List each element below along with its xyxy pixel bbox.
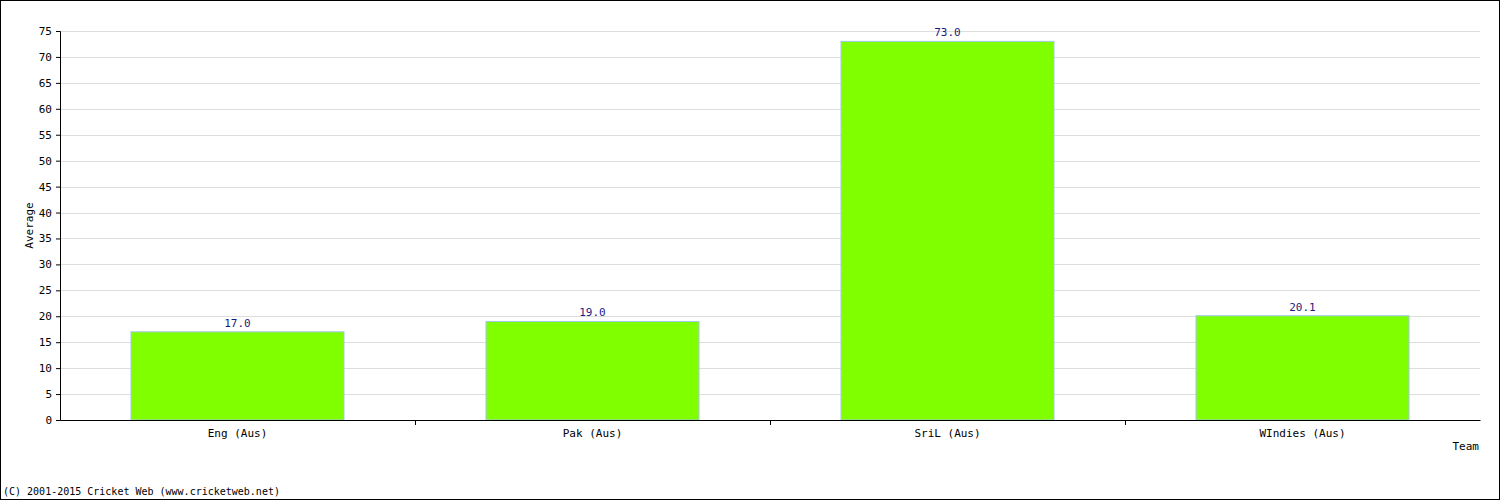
x-tick: Eng (Aus) [208, 420, 268, 440]
grid-line [60, 135, 1480, 136]
y-tick-label: 65 [39, 77, 52, 90]
y-tick: 55 [39, 129, 60, 142]
y-tick: 45 [39, 181, 60, 194]
y-tick: 5 [45, 388, 60, 401]
x-tick-label: WIndies (Aus) [1259, 427, 1345, 440]
y-tick: 70 [39, 51, 60, 64]
grid-line [60, 57, 1480, 58]
y-tick: 65 [39, 77, 60, 90]
y-tick-label: 20 [39, 310, 52, 323]
y-tick-label: 10 [39, 362, 52, 375]
grid-line [60, 83, 1480, 84]
y-tick: 60 [39, 103, 60, 116]
y-tick-mark [56, 161, 60, 162]
y-tick-label: 60 [39, 103, 52, 116]
y-tick-label: 25 [39, 284, 52, 297]
y-tick-label: 5 [45, 388, 52, 401]
border [1, 1, 1500, 500]
y-tick-label: 30 [39, 258, 52, 271]
grid [60, 32, 1480, 421]
y-tick-label: 50 [39, 155, 52, 168]
y-tick-label: 40 [39, 207, 52, 220]
y-tick-mark [56, 394, 60, 395]
y-tick: 35 [39, 232, 60, 245]
y-tick-label: 70 [39, 51, 52, 64]
category-separators [416, 420, 1126, 425]
data-label: 20.1 [1289, 301, 1316, 314]
bar [486, 321, 699, 420]
x-axis: Eng (Aus) Pak (Aus) SriL (Aus) WIndies (Aus… [61, 420, 1481, 440]
y-axis-title: Average [23, 202, 36, 248]
y-axis: 0 5 10 15 20 25 30 35 40 45 50 55 60 65 70 75 [39, 25, 61, 427]
y-tick: 30 [39, 258, 60, 271]
grid-line [60, 187, 1480, 188]
y-tick-label: 45 [39, 181, 52, 194]
x-tick-label: Pak (Aus) [563, 427, 623, 440]
data-label: 17.0 [224, 317, 251, 330]
y-tick-mark [56, 420, 60, 421]
category-separator [415, 420, 416, 425]
grid-line [60, 31, 1480, 32]
y-tick: 50 [39, 155, 60, 168]
x-tick-label: Eng (Aus) [208, 427, 268, 440]
grid-line [60, 264, 1480, 265]
y-tick-label: 55 [39, 129, 52, 142]
y-tick-mark [56, 135, 60, 136]
y-tick-label: 35 [39, 232, 52, 245]
y-tick-label: 75 [39, 25, 52, 38]
y-tick-mark [56, 342, 60, 343]
y-tick: 10 [39, 362, 60, 375]
bars [131, 41, 1409, 420]
y-tick-mark [56, 290, 60, 291]
chart: 0 5 10 15 20 25 30 35 40 45 50 55 60 65 70 75 Eng (Aus) P… [0, 0, 1500, 500]
data-labels: 17.0 19.0 73.0 20.1 [224, 26, 1316, 329]
x-tick: WIndies (Aus) [1259, 420, 1345, 440]
y-tick-mark [56, 31, 60, 32]
x-axis-title: Team [1453, 440, 1480, 453]
copyright: (C) 2001-2015 Cricket Web (www.cricketwe… [3, 486, 280, 497]
x-tick: SriL (Aus) [914, 420, 980, 440]
y-axis-line [56, 32, 61, 421]
y-tick-mark [56, 109, 60, 110]
x-tick-label: SriL (Aus) [914, 427, 980, 440]
bar [1196, 316, 1409, 420]
data-label: 19.0 [579, 306, 606, 319]
bar [131, 332, 344, 420]
data-label: 73.0 [934, 26, 961, 39]
x-tick: Pak (Aus) [563, 420, 623, 440]
grid-line [60, 109, 1480, 110]
grid-line [60, 290, 1480, 291]
y-tick-mark [56, 264, 60, 265]
y-tick: 75 [39, 25, 60, 38]
y-tick-mark [56, 368, 60, 369]
y-tick: 20 [39, 310, 60, 323]
grid-line [60, 238, 1480, 239]
y-tick-mark [56, 83, 60, 84]
y-tick-label: 15 [39, 336, 52, 349]
y-tick-mark [56, 57, 60, 58]
category-separator [1125, 420, 1126, 425]
grid-line [60, 213, 1480, 214]
y-tick-mark [56, 316, 60, 317]
y-tick-mark [56, 213, 60, 214]
y-tick-label: 0 [45, 414, 52, 427]
annotations: (C) 2001-2015 Cricket Web (www.cricketwe… [3, 486, 280, 497]
y-tick: 40 [39, 207, 60, 220]
y-tick: 0 [45, 414, 60, 427]
y-tick-mark [56, 238, 60, 239]
y-tick: 25 [39, 284, 60, 297]
category-separator [770, 420, 771, 425]
bar [841, 41, 1054, 420]
y-tick-mark [56, 187, 60, 188]
grid-line [60, 161, 1480, 162]
y-tick: 15 [39, 336, 60, 349]
